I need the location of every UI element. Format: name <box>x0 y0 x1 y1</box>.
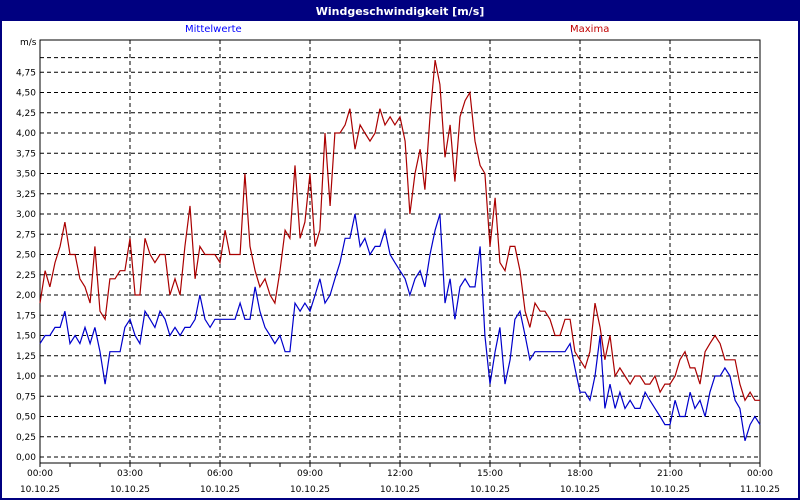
y-tick-label: 1,75 <box>16 311 36 321</box>
x-tick-date: 10.10.25 <box>290 485 330 495</box>
y-tick-label: 4,50 <box>16 89 36 99</box>
y-tick-label: 3,00 <box>16 210 36 220</box>
y-tick-label: 2,00 <box>16 291 36 301</box>
y-tick-label: 4,25 <box>16 109 36 119</box>
y-tick-label: 4,00 <box>16 129 36 139</box>
y-axis-unit: m/s <box>20 38 37 48</box>
x-tick-time: 21:00 <box>657 469 683 479</box>
y-tick-label: 2,25 <box>16 271 36 281</box>
x-tick-time: 12:00 <box>387 469 413 479</box>
y-tick-label: 0,00 <box>16 453 36 463</box>
x-tick-date: 11.10.25 <box>740 485 780 495</box>
x-tick-time: 06:00 <box>207 469 233 479</box>
series-mittelwerte-line <box>39 213 761 441</box>
series-maxima-line <box>39 59 760 402</box>
x-tick-date: 10.10.25 <box>560 485 600 495</box>
y-tick-label: 1,00 <box>16 372 36 382</box>
y-tick-label: 1,25 <box>16 352 36 362</box>
y-tick-label: 2,50 <box>16 251 36 261</box>
y-tick-label: 3,50 <box>16 170 36 180</box>
window-title: Windgeschwindigkeit [m/s] <box>2 2 798 21</box>
x-tick-date: 10.10.25 <box>20 485 60 495</box>
y-tick-label: 0,50 <box>16 413 36 423</box>
plot-border <box>39 39 761 464</box>
x-tick-date: 10.10.25 <box>470 485 510 495</box>
y-tick-label: 4,75 <box>16 68 36 78</box>
x-tick-time: 09:00 <box>297 469 323 479</box>
x-tick-time: 03:00 <box>117 469 143 479</box>
y-tick-label: 3,75 <box>16 149 36 159</box>
y-tick-label: 0,75 <box>16 392 36 402</box>
y-tick-label: 2,75 <box>16 230 36 240</box>
x-tick-time: 15:00 <box>477 469 503 479</box>
y-tick-label: 3,25 <box>16 190 36 200</box>
x-tick-time: 00:00 <box>747 469 773 479</box>
x-tick-date: 10.10.25 <box>380 485 420 495</box>
legend-mean: Mittelwerte <box>185 24 242 35</box>
legend-max: Maxima <box>570 24 610 35</box>
x-tick-time: 00:00 <box>27 469 53 479</box>
x-tick-time: 18:00 <box>567 469 593 479</box>
y-tick-label: 1,50 <box>16 332 36 342</box>
x-tick-date: 10.10.25 <box>200 485 240 495</box>
x-tick-date: 10.10.25 <box>650 485 690 495</box>
x-tick-date: 10.10.25 <box>110 485 150 495</box>
y-tick-label: 0,25 <box>16 433 36 443</box>
